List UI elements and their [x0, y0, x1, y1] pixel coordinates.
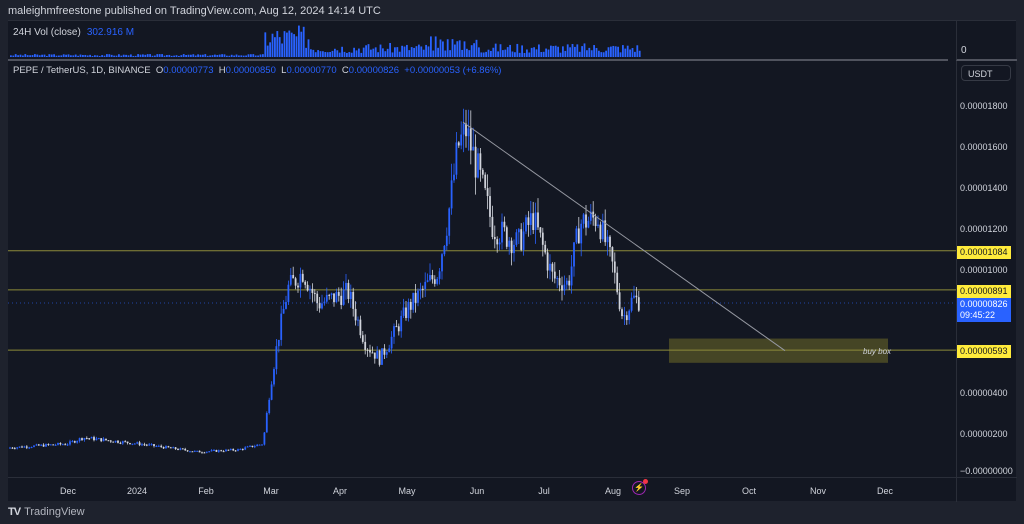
high-value: 0.00000850: [225, 65, 276, 76]
lightning-icon[interactable]: ⚡: [632, 479, 648, 495]
level-tag-593: 0.00000593: [957, 345, 1011, 358]
price-tick: 0.00001000: [960, 265, 1008, 275]
price-tick: 0.00000200: [960, 429, 1008, 439]
volume-bars: [10, 25, 641, 57]
time-tick: Oct: [741, 486, 757, 496]
price-tick: 0.00000400: [960, 388, 1008, 398]
price-pane[interactable]: PEPE / TetherUS, 1D, BINANCE O0.00000773…: [8, 61, 956, 495]
time-axis[interactable]: Dec 2024 Feb Mar Apr May Jun Jul Aug Sep…: [8, 477, 956, 502]
volume-axis-zero: 0: [961, 45, 967, 56]
time-tick: Feb: [198, 486, 214, 496]
price-tick: 0.00001600: [960, 142, 1008, 152]
price-axis[interactable]: USDT 0.00001800 0.00001600 0.00001400 0.…: [956, 61, 1017, 477]
price-tick: −0.00000000: [960, 466, 1013, 476]
time-tick: Dec: [59, 486, 77, 496]
time-tick: Apr: [332, 486, 348, 496]
axis-corner: [956, 477, 1017, 502]
volume-axis: 0: [956, 21, 1017, 61]
level-tag-1084: 0.00001084: [957, 246, 1011, 259]
footer-branding: TV TradingView: [8, 506, 85, 518]
low-value: 0.00000770: [286, 65, 337, 76]
price-tick: 0.00001400: [960, 183, 1008, 193]
time-tick: Aug: [604, 486, 622, 496]
buy-box-label: buy box: [863, 347, 892, 356]
bar-countdown: 09:45:22: [960, 310, 996, 320]
volume-value: 302.916 M: [86, 27, 135, 38]
price-tick: 0.00001200: [960, 224, 1008, 234]
open-value: 0.00000773: [163, 65, 214, 76]
time-tick: Mar: [263, 486, 279, 496]
time-tick: Sep: [673, 486, 691, 496]
price-tick: 0.00001800: [960, 101, 1008, 111]
current-price: 0.00000826: [960, 299, 1008, 309]
brand-name: TradingView: [24, 506, 85, 518]
time-tick: May: [398, 486, 416, 496]
time-tick: Dec: [876, 486, 894, 496]
tradingview-logo-icon: TV: [8, 506, 21, 518]
time-tick: Nov: [809, 486, 827, 496]
close-value: 0.00000826: [348, 65, 399, 76]
volume-label: 24H Vol (close): [13, 27, 81, 38]
publish-header: maleighmfreestone published on TradingVi…: [8, 5, 381, 17]
volume-pane: 24H Vol (close) 302.916 M: [8, 21, 948, 61]
currency-selector[interactable]: USDT: [961, 65, 1011, 81]
chart-frame: 24H Vol (close) 302.916 M 0 PEPE / Tether…: [8, 20, 1017, 502]
time-tick: Jul: [538, 486, 550, 496]
symbol-legend: PEPE / TetherUS, 1D, BINANCE O0.00000773…: [13, 65, 502, 76]
volume-legend: 24H Vol (close) 302.916 M: [13, 27, 134, 38]
time-tick: 2024: [126, 486, 148, 496]
time-tick: Jun: [469, 486, 485, 496]
candlestick-chart: [8, 108, 956, 454]
level-tag-891: 0.00000891: [957, 285, 1011, 298]
change-value: +0.00000053 (+6.86%): [404, 65, 502, 76]
current-price-tag: 0.00000826 09:45:22: [957, 298, 1011, 322]
symbol-name: PEPE / TetherUS, 1D, BINANCE: [13, 65, 151, 76]
